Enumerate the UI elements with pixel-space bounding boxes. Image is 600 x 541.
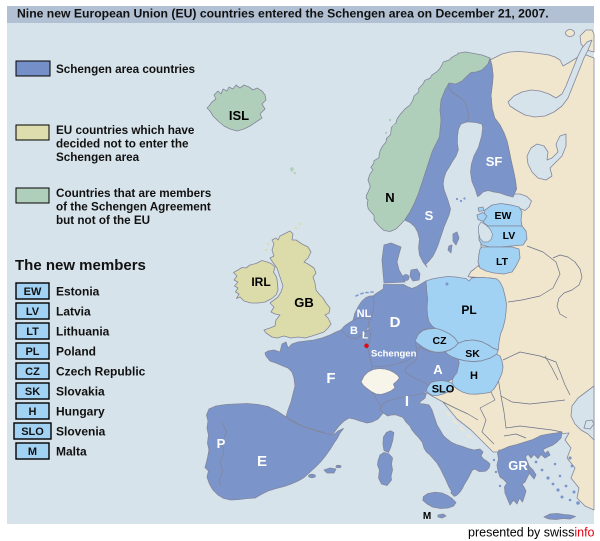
- svg-text:LV: LV: [26, 306, 40, 318]
- svg-text:F: F: [326, 370, 335, 387]
- svg-text:H: H: [29, 406, 37, 418]
- svg-text:Hungary: Hungary: [56, 405, 105, 419]
- svg-text:LV: LV: [503, 230, 516, 242]
- svg-text:CZ: CZ: [25, 366, 40, 378]
- svg-text:Czech Republic: Czech Republic: [56, 365, 146, 379]
- svg-text:M: M: [423, 511, 431, 522]
- svg-text:EW: EW: [24, 286, 42, 298]
- svg-text:PL: PL: [461, 303, 476, 317]
- svg-text:GB: GB: [294, 295, 314, 310]
- svg-text:Schengen area: Schengen area: [56, 151, 140, 164]
- svg-text:Slovenia: Slovenia: [56, 425, 106, 439]
- svg-text:D: D: [390, 314, 401, 331]
- svg-text:EU countries which have: EU countries which have: [56, 124, 195, 137]
- svg-text:M: M: [28, 446, 37, 458]
- svg-text:S: S: [425, 208, 434, 223]
- svg-text:SLO: SLO: [21, 426, 44, 438]
- svg-text:Schengen area countries: Schengen area countries: [56, 63, 196, 76]
- svg-text:Slovakia: Slovakia: [56, 385, 105, 399]
- svg-text:Poland: Poland: [56, 345, 96, 359]
- svg-text:but not of the EU: but not of the EU: [56, 214, 150, 227]
- svg-text:NL: NL: [357, 308, 372, 320]
- svg-text:A: A: [433, 362, 443, 377]
- svg-text:B: B: [350, 325, 358, 337]
- svg-text:SLO: SLO: [432, 384, 455, 396]
- svg-text:The new members: The new members: [15, 257, 146, 274]
- svg-text:I: I: [405, 393, 409, 410]
- svg-text:ISL: ISL: [229, 108, 249, 123]
- svg-text:Malta: Malta: [56, 445, 87, 459]
- svg-text:GR: GR: [508, 458, 528, 473]
- svg-text:IRL: IRL: [251, 275, 270, 289]
- svg-text:H: H: [470, 370, 478, 382]
- svg-text:Lithuania: Lithuania: [56, 325, 110, 339]
- svg-text:decided not to enter the: decided not to enter the: [56, 138, 189, 151]
- svg-text:CZ: CZ: [433, 335, 448, 347]
- svg-text:L: L: [362, 331, 368, 342]
- svg-text:SK: SK: [25, 386, 40, 398]
- svg-text:LT: LT: [26, 326, 39, 338]
- svg-text:LT: LT: [496, 256, 509, 268]
- svg-text:Estonia: Estonia: [56, 285, 100, 299]
- svg-text:PL: PL: [25, 346, 39, 358]
- svg-text:Nine new European Union (EU) c: Nine new European Union (EU) countries e…: [17, 7, 549, 21]
- svg-text:Schengen: Schengen: [371, 349, 417, 360]
- svg-text:of the Schengen Agreement: of the Schengen Agreement: [56, 201, 211, 214]
- svg-text:E: E: [257, 453, 267, 470]
- svg-text:Latvia: Latvia: [56, 305, 91, 319]
- svg-text:Countries that are members: Countries that are members: [56, 187, 212, 200]
- svg-text:presented by swissinfo: presented by swissinfo: [468, 526, 595, 540]
- svg-text:N: N: [385, 190, 394, 205]
- svg-text:SF: SF: [486, 154, 503, 169]
- svg-text:EW: EW: [495, 210, 512, 222]
- svg-text:P: P: [217, 436, 226, 451]
- svg-text:SK: SK: [465, 348, 480, 360]
